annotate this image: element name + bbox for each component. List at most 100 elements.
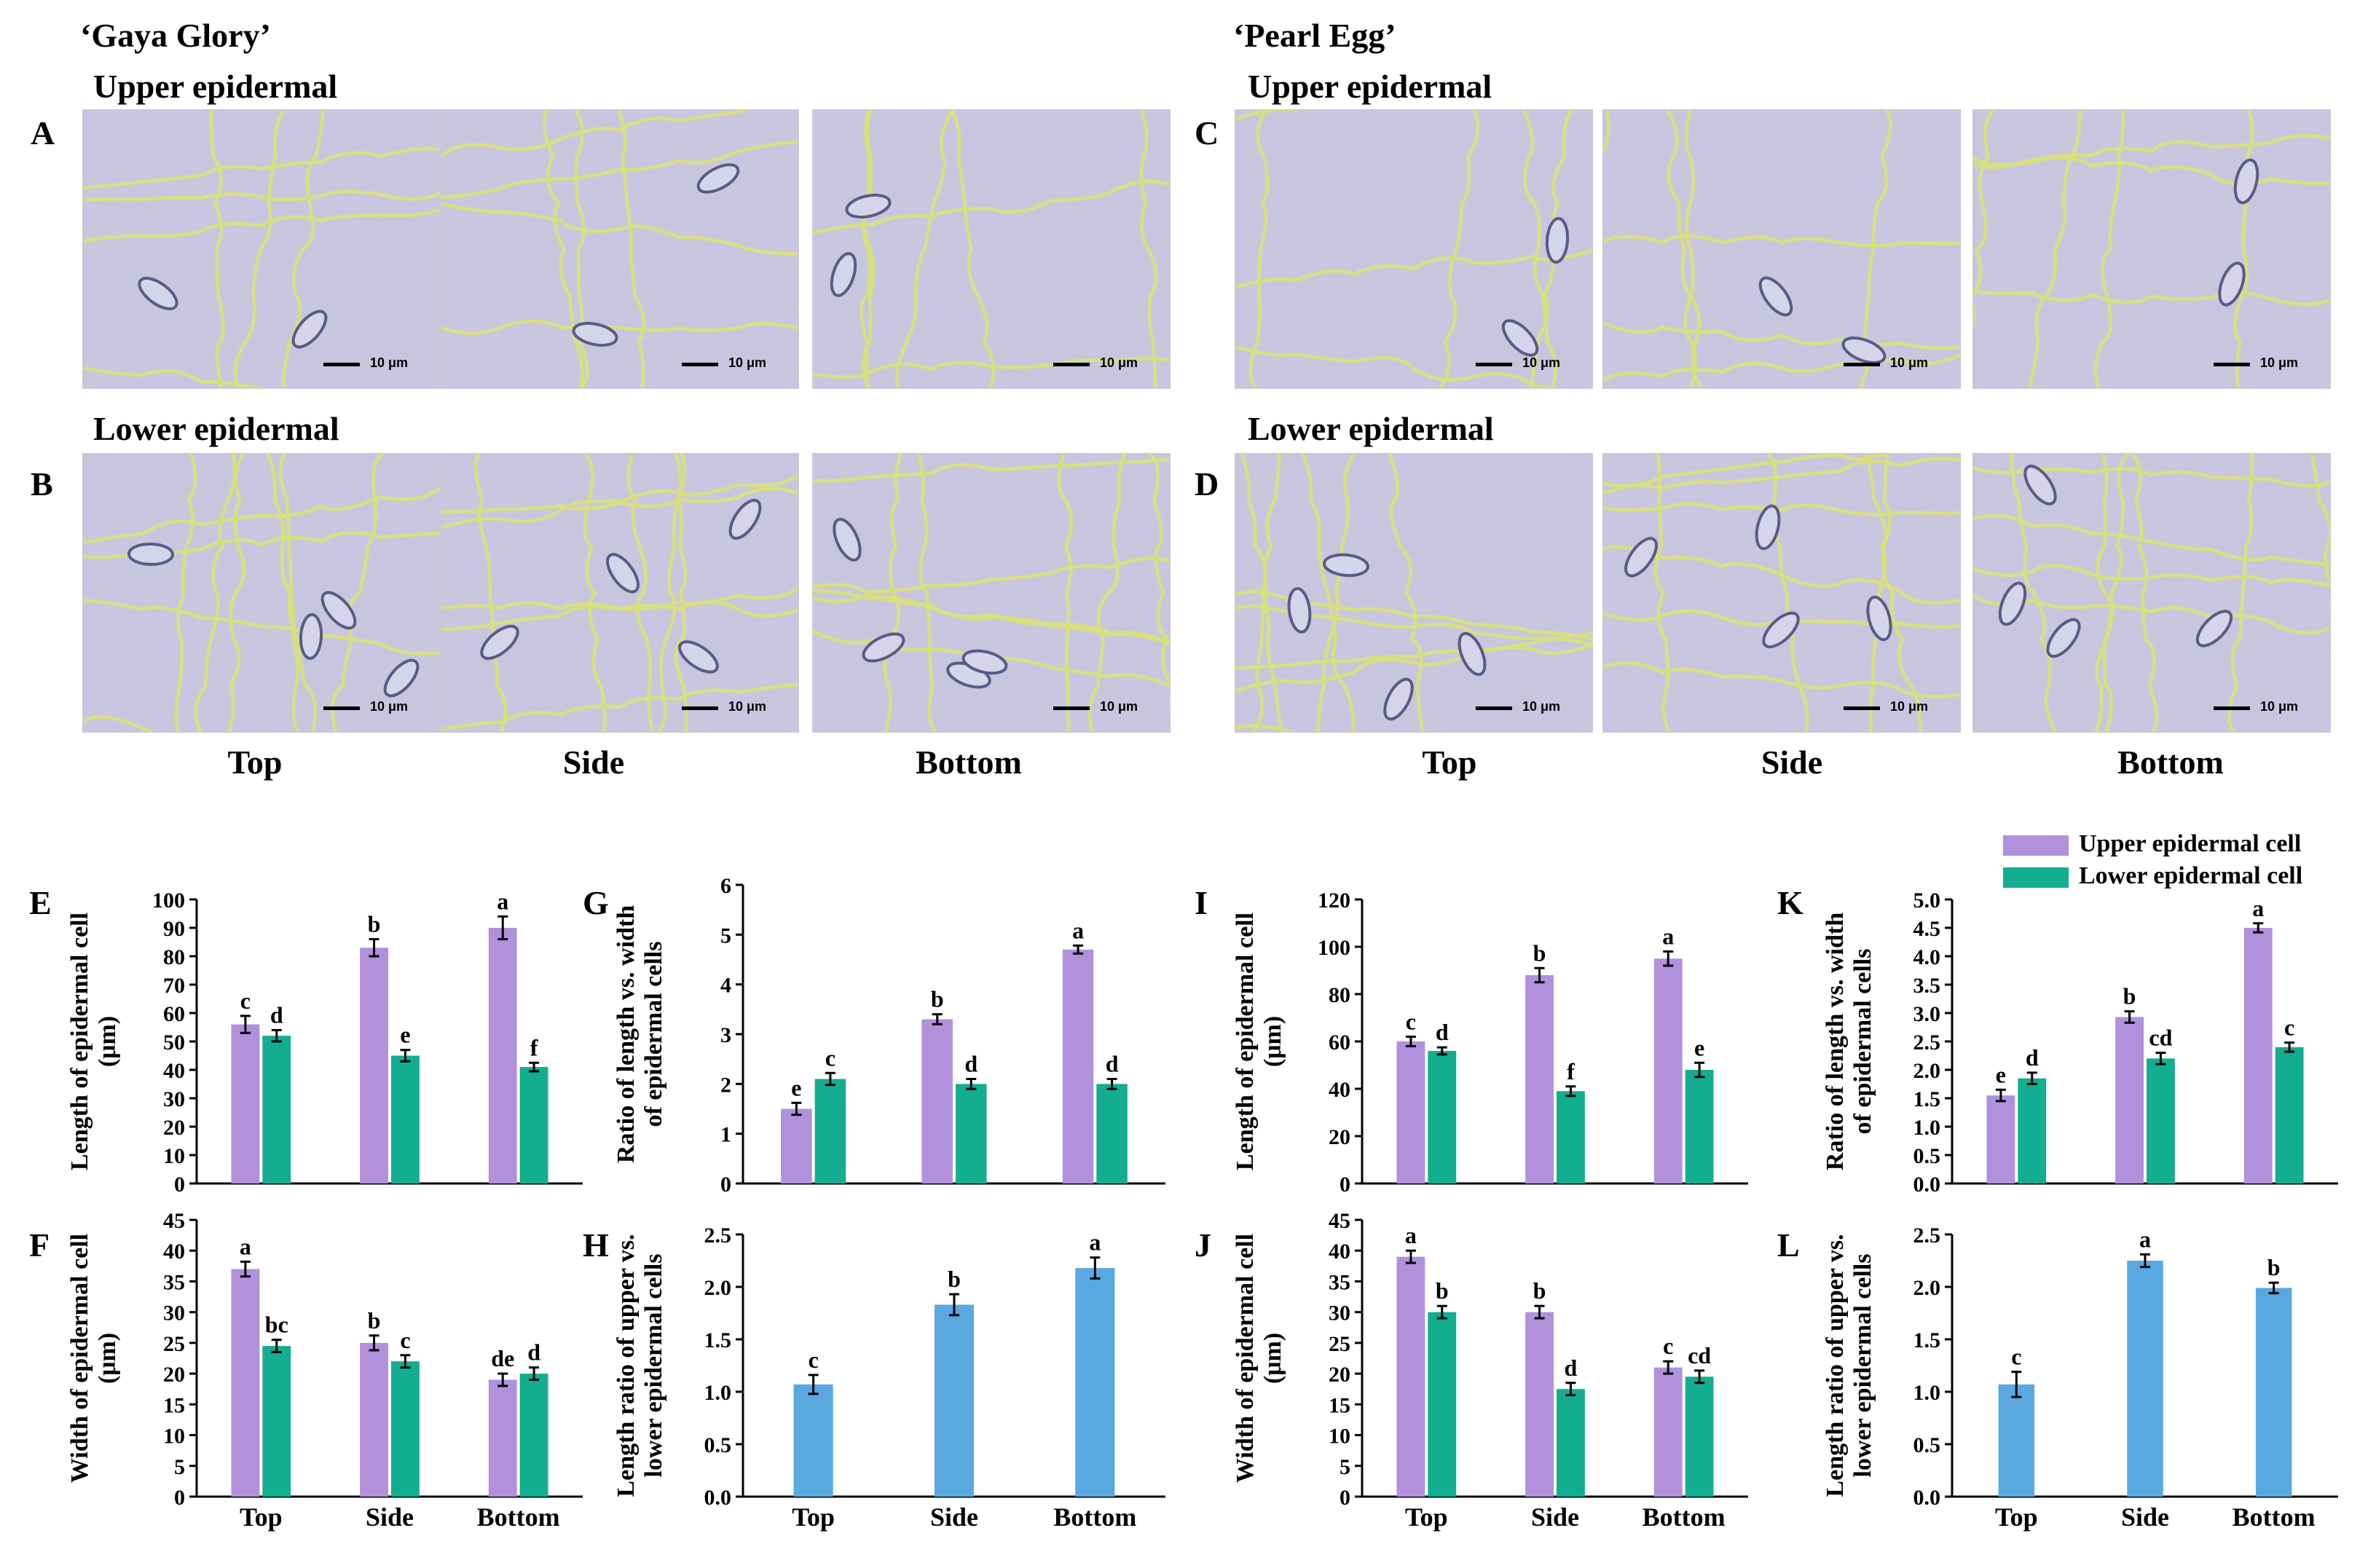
y-tick-label: 20 — [1329, 1363, 1350, 1387]
micrograph-left-upper-side: 10 μm — [441, 109, 799, 389]
panel-letter: L — [1777, 1226, 1800, 1264]
chart-svg-k: K Ratio of length vs. widthof epidermal c… — [1777, 884, 2338, 1197]
y-axis-label: Ratio of length vs. widthof epidermal ce… — [1822, 913, 1876, 1170]
cultivar-title-right: ‘Pearl Egg’ — [1233, 17, 1396, 54]
micrograph-image — [813, 110, 1170, 388]
cell-wall — [473, 454, 508, 732]
chart-h: H Length ratio of upper vs.lower epiderma… — [583, 1213, 1187, 1559]
chart-g: G Ratio of length vs. widthof epidermal c… — [583, 870, 1187, 1216]
cell-wall — [1603, 234, 1960, 248]
significance-letter: cd — [2149, 1025, 2172, 1051]
x-tick-label: Top — [1995, 1502, 2038, 1532]
y-axis-label: Length of epidermal cell(μm) — [66, 913, 121, 1170]
cell-wall — [441, 474, 798, 529]
bar-upper-side — [1525, 1312, 1554, 1497]
cell-wall — [1315, 454, 1356, 732]
micrograph-image — [83, 110, 440, 388]
micrograph-left-lower-top: 10 μm — [82, 453, 441, 733]
y-tick-label: 3.0 — [1913, 1002, 1941, 1026]
significance-letter: e — [1694, 1034, 1704, 1060]
y-tick-label: 20 — [1329, 1125, 1350, 1149]
significance-letter: d — [964, 1051, 977, 1077]
y-tick-label: 5 — [174, 1455, 185, 1479]
micrograph-background — [83, 454, 440, 732]
significance-letter: d — [527, 1339, 540, 1366]
stoma — [696, 163, 740, 194]
scale-bar-label: 10 μm — [370, 699, 409, 714]
y-tick-label: 1.0 — [704, 1381, 732, 1405]
cell-wall — [859, 110, 872, 388]
position-label-side-right: Side — [1761, 744, 1823, 781]
y-tick-label: 4.5 — [1913, 917, 1941, 941]
micrograph-background — [1603, 110, 1960, 388]
scale-bar-line — [323, 363, 360, 366]
bar-upper-side — [2115, 1017, 2144, 1183]
y-tick-label: 30 — [163, 1087, 185, 1111]
bar-upper-top — [1396, 1256, 1425, 1497]
micrograph-image — [1603, 454, 1960, 732]
y-tick-label: 5 — [720, 923, 731, 948]
cell-wall — [1603, 457, 1960, 496]
x-tick-label: Bottom — [477, 1502, 560, 1532]
chart-i: I Length of epidermal cell(μm) 0 20 40 60 80 10… — [1195, 870, 1763, 1216]
bar-upper-top — [1986, 1095, 2015, 1183]
y-tick-label: 40 — [1329, 1078, 1350, 1102]
cell-wall — [1603, 661, 1960, 699]
bar-upper-bottom — [1653, 1367, 1683, 1497]
y-tick-label: 6 — [720, 874, 731, 898]
significance-letter: a — [1089, 1229, 1101, 1256]
significance-letter: a — [497, 888, 508, 914]
cell-wall — [1603, 353, 1960, 382]
stoma — [1458, 631, 1487, 677]
x-tick-label: Bottom — [2233, 1502, 2316, 1532]
y-tick-label: 40 — [1329, 1240, 1350, 1264]
scale-bar-line — [682, 706, 718, 710]
y-axis-label-line: Ratio of length vs. width — [613, 905, 640, 1163]
legend-item-upper: Upper epidermal cell — [2003, 830, 2302, 858]
cell-wall — [1973, 564, 2330, 588]
cell-wall — [813, 588, 1170, 645]
y-tick-label: 45 — [1329, 1213, 1350, 1233]
y-tick-label: 0.0 — [1913, 1486, 1941, 1510]
cell-wall — [2096, 454, 2115, 732]
x-tick-label: Top — [792, 1502, 835, 1532]
bar-lower-top — [262, 1346, 291, 1497]
y-axis-label-line: Width of epidermal cell — [66, 1234, 93, 1483]
panel-letter: F — [29, 1226, 50, 1264]
y-tick-label: 0 — [174, 1486, 185, 1510]
scale-bar-line — [1844, 363, 1880, 366]
scale-bar-label: 10 μm — [2260, 699, 2299, 714]
cell-wall — [441, 319, 798, 336]
stoma — [1758, 276, 1793, 317]
bar-lower-side — [2147, 1058, 2175, 1183]
y-tick-label: 0.0 — [1913, 1173, 1941, 1197]
panel-letter: E — [29, 884, 52, 921]
significance-letter: d — [1106, 1051, 1119, 1077]
significance-letter: bc — [265, 1312, 288, 1338]
bar-ratio-side — [934, 1304, 975, 1497]
stoma — [1545, 217, 1570, 264]
stoma — [2233, 158, 2259, 205]
micrograph-left-lower-side: 10 μm — [441, 453, 799, 733]
cell-wall — [83, 714, 157, 732]
cell-wall — [233, 110, 286, 388]
x-tick-label: Side — [930, 1502, 978, 1532]
stoma — [2046, 618, 2081, 658]
y-tick-label: 2 — [720, 1073, 731, 1097]
bar-upper-side — [360, 1342, 388, 1497]
position-label-side-left: Side — [562, 744, 625, 781]
bar-lower-side — [391, 1361, 420, 1497]
bar-upper-top — [1396, 1041, 1425, 1183]
section-lower-left: Lower epidermal — [93, 410, 339, 447]
y-axis-label-line: (μm) — [1259, 1016, 1286, 1067]
y-tick-label: 35 — [163, 1270, 185, 1294]
cell-wall — [1863, 454, 1923, 732]
y-axis-label: Length ratio of upper vs.lower epidermal… — [613, 1234, 667, 1497]
y-tick-label: 120 — [1318, 889, 1350, 913]
y-axis-label: Width of epidermal cell(μm) — [66, 1234, 121, 1483]
y-axis-label-line: Ratio of length vs. width — [1822, 913, 1849, 1170]
bar-upper-side — [360, 948, 388, 1183]
micrograph-image — [1973, 110, 2330, 388]
significance-letter: c — [2011, 1344, 2021, 1370]
scale-bar-line — [1053, 363, 1090, 366]
